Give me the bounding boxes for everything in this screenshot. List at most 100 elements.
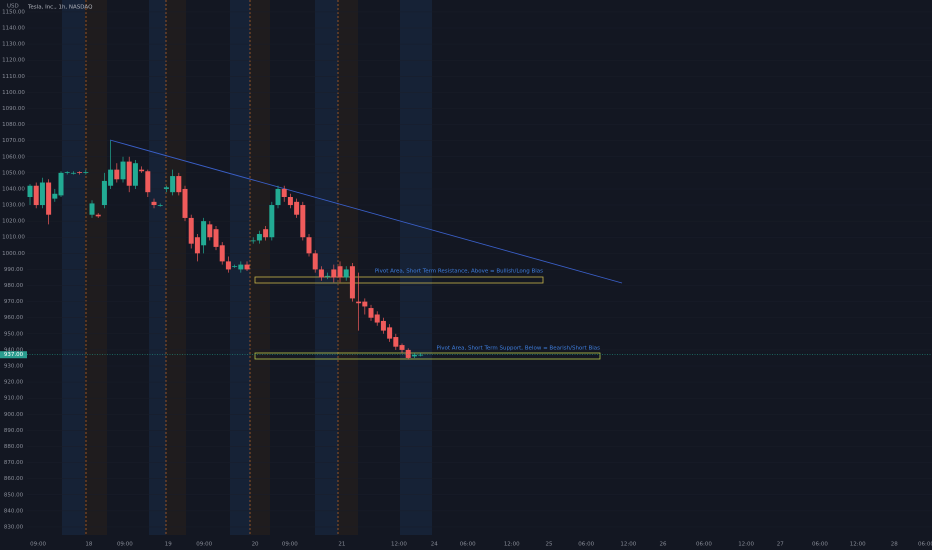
y-tick-label: 1080.00 [2, 122, 25, 128]
session-band [85, 0, 107, 535]
x-tick-label: 09:00 [282, 542, 298, 548]
y-tick-label: 1070.00 [2, 138, 25, 144]
candle-body [188, 217, 194, 244]
y-tick-label: 860.00 [4, 476, 24, 482]
y-tick-label: 1140.00 [2, 26, 25, 32]
x-tick-label: 24 [431, 542, 438, 548]
candle-body [300, 205, 306, 238]
chart-title: Tesla, Inc., 1h, NASDAQ [27, 5, 93, 11]
grid [27, 11, 932, 528]
candle-body [194, 237, 200, 254]
resistance-zone [254, 276, 544, 284]
y-tick-label: 1030.00 [2, 203, 25, 209]
candle-body [207, 224, 213, 238]
candle-body [411, 354, 417, 357]
x-tick-label: 12:00 [391, 542, 407, 548]
x-tick-label: 12:00 [504, 542, 520, 548]
candle-body [114, 169, 120, 180]
x-tick-label: 12:00 [620, 542, 636, 548]
last-price-label: 937.00 [4, 352, 24, 358]
y-tick-label: 960.00 [4, 315, 24, 321]
candle-body [418, 354, 424, 356]
candle-body [225, 261, 231, 270]
y-tick-label: 850.00 [4, 492, 24, 498]
candle-body [145, 171, 151, 193]
candle-body [325, 275, 331, 277]
candle-body [89, 203, 95, 215]
y-tick-label: 840.00 [4, 508, 24, 514]
candle-body [343, 269, 349, 278]
candle-body [318, 269, 324, 278]
y-tick-label: 1050.00 [2, 170, 25, 176]
y-tick-label: 1130.00 [2, 42, 25, 48]
last-price-box [0, 351, 27, 359]
candle-body [58, 172, 64, 196]
y-tick-label: 910.00 [4, 396, 24, 402]
candle-body [393, 337, 399, 347]
session-band [62, 0, 85, 535]
session-band [149, 0, 166, 535]
y-tick-label: 1040.00 [2, 186, 25, 192]
y-tick-label: 900.00 [4, 412, 24, 418]
candle-body [287, 197, 293, 206]
candle-body [269, 205, 275, 238]
candle-body [312, 253, 318, 270]
y-tick-label: 940.00 [4, 347, 24, 353]
y-tick-label: 950.00 [4, 331, 24, 337]
candle-body [157, 205, 163, 206]
x-tick-label: 21 [338, 542, 345, 548]
candle-body [294, 201, 300, 215]
candle-body [232, 266, 238, 268]
y-tick-label: 970.00 [4, 299, 24, 305]
x-tick-label: 26 [660, 542, 667, 548]
candle-body [83, 172, 89, 173]
candle-body [306, 237, 312, 254]
candle-body [263, 229, 269, 238]
x-tick-label: 09:00 [196, 542, 212, 548]
candle-body [219, 245, 225, 262]
trend-line [109, 139, 623, 284]
candle-body [250, 240, 256, 242]
candle-body [108, 169, 114, 186]
x-tick-label: 06:00 [812, 542, 828, 548]
candle-body [244, 264, 250, 270]
candle-body [46, 182, 52, 215]
candle-body [331, 269, 337, 278]
candle-body [380, 320, 386, 331]
candle-body [95, 214, 101, 217]
y-tick-label: 980.00 [4, 283, 24, 289]
candle-body [126, 161, 132, 186]
y-tick-label: 870.00 [4, 460, 24, 466]
session-band [400, 0, 432, 535]
candle-body [387, 327, 393, 339]
session-band [166, 0, 186, 535]
x-tick-label: 09:00 [117, 542, 133, 548]
candle-body [182, 188, 188, 218]
support-zone [254, 352, 601, 360]
candle-body [163, 187, 169, 189]
candle-body [349, 266, 355, 299]
candle-body [33, 185, 39, 206]
candle-body [201, 221, 207, 246]
x-tick-label: 19 [165, 542, 172, 548]
x-tick-label: 28 [891, 542, 898, 548]
currency: USD [7, 4, 19, 10]
candle-body [399, 345, 405, 350]
candle-body [405, 349, 411, 358]
candle-body [238, 264, 244, 270]
session-band [338, 0, 358, 535]
candle-body [362, 301, 368, 307]
annotation: Pivot Area, Short Term Resistance, Above… [375, 269, 543, 275]
y-tick-label: 1120.00 [2, 58, 25, 64]
candle-body [70, 172, 76, 174]
candle-body [256, 234, 262, 241]
y-tick-label: 930.00 [4, 364, 24, 370]
y-tick-label: 880.00 [4, 444, 24, 450]
x-tick-label: 12:00 [738, 542, 754, 548]
candles [27, 140, 424, 360]
y-tick-label: 1100.00 [2, 90, 25, 96]
candle-body [101, 180, 107, 206]
candle-body [132, 163, 138, 186]
x-tick-label: 12:00 [850, 542, 866, 548]
